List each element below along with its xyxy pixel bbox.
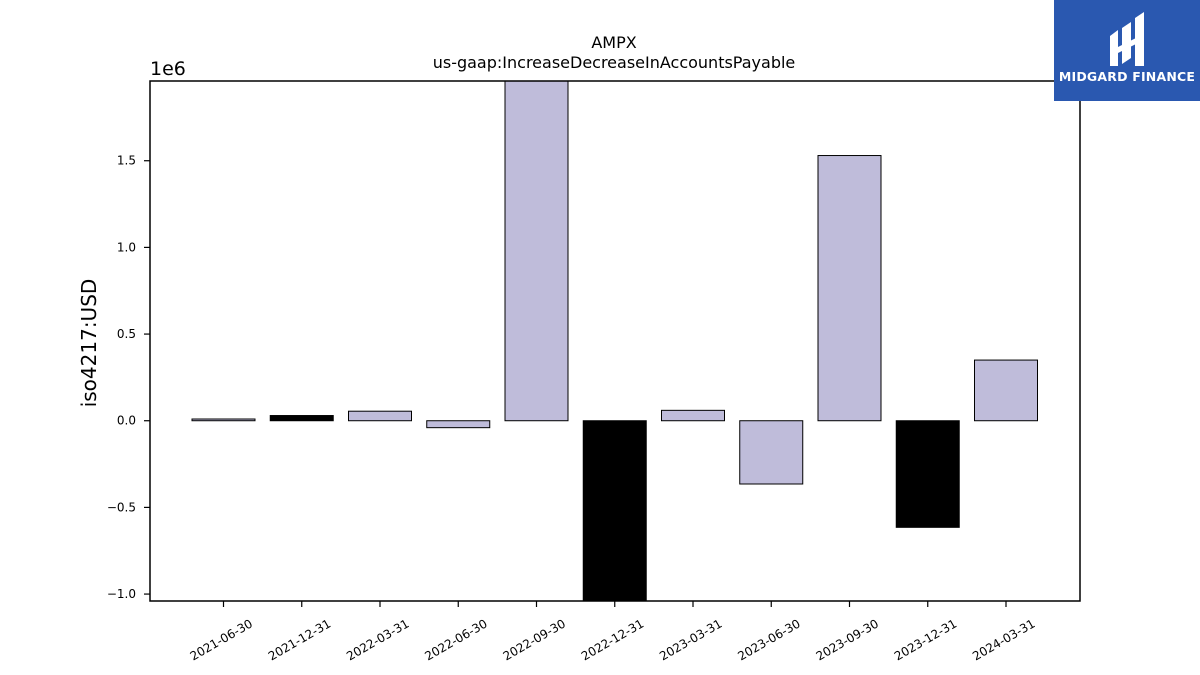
chart-title: AMPX bbox=[591, 33, 636, 52]
y-tick-label: −0.5 bbox=[107, 500, 136, 514]
x-tick-label: 2021-06-30 bbox=[188, 616, 255, 663]
y-tick-label: 0.5 bbox=[117, 327, 136, 341]
bar-2022-06-30 bbox=[426, 420, 491, 429]
x-tick-label: 2024-03-31 bbox=[970, 616, 1037, 663]
bar-2021-06-30 bbox=[191, 418, 256, 422]
bar-2023-12-31 bbox=[895, 420, 960, 528]
bar-2023-09-30 bbox=[817, 155, 882, 422]
x-tick-label: 2023-12-31 bbox=[892, 616, 959, 663]
y-tick-label: 0.0 bbox=[117, 414, 136, 428]
x-tick-label: 2021-12-31 bbox=[266, 616, 333, 663]
bar-2022-12-31 bbox=[582, 420, 647, 601]
plot-frame bbox=[149, 80, 1081, 602]
x-tick-label: 2023-09-30 bbox=[814, 616, 881, 663]
bar-2024-03-31 bbox=[974, 359, 1038, 422]
bar-2021-12-31 bbox=[269, 415, 334, 422]
logo-mark-icon bbox=[1110, 12, 1144, 66]
x-tick-label: 2023-03-31 bbox=[657, 616, 724, 663]
x-tick-label: 2023-06-30 bbox=[735, 616, 802, 663]
logo-text: MIDGARD FINANCE bbox=[1058, 69, 1196, 84]
x-tick-label: 2022-12-31 bbox=[579, 616, 646, 663]
y-offset-label: 1e6 bbox=[150, 58, 186, 80]
x-tick-label: 2022-06-30 bbox=[422, 616, 489, 663]
y-tick-label: 1.0 bbox=[117, 240, 136, 254]
bar-2022-09-30 bbox=[504, 81, 569, 422]
x-tick-label: 2022-09-30 bbox=[501, 616, 568, 663]
x-tick-label: 2022-03-31 bbox=[344, 616, 411, 663]
chart-subtitle: us-gaap:IncreaseDecreaseInAccountsPayabl… bbox=[433, 53, 796, 72]
midgard-finance-logo: MIDGARD FINANCE bbox=[1054, 0, 1200, 101]
bar-2023-06-30 bbox=[739, 420, 804, 485]
y-tick-label: −1.0 bbox=[107, 587, 136, 601]
y-tick-label: 1.5 bbox=[117, 154, 136, 168]
bar-2023-03-31 bbox=[661, 409, 725, 422]
bar-2022-03-31 bbox=[348, 410, 412, 422]
y-axis-label: iso4217:USD bbox=[77, 279, 101, 408]
